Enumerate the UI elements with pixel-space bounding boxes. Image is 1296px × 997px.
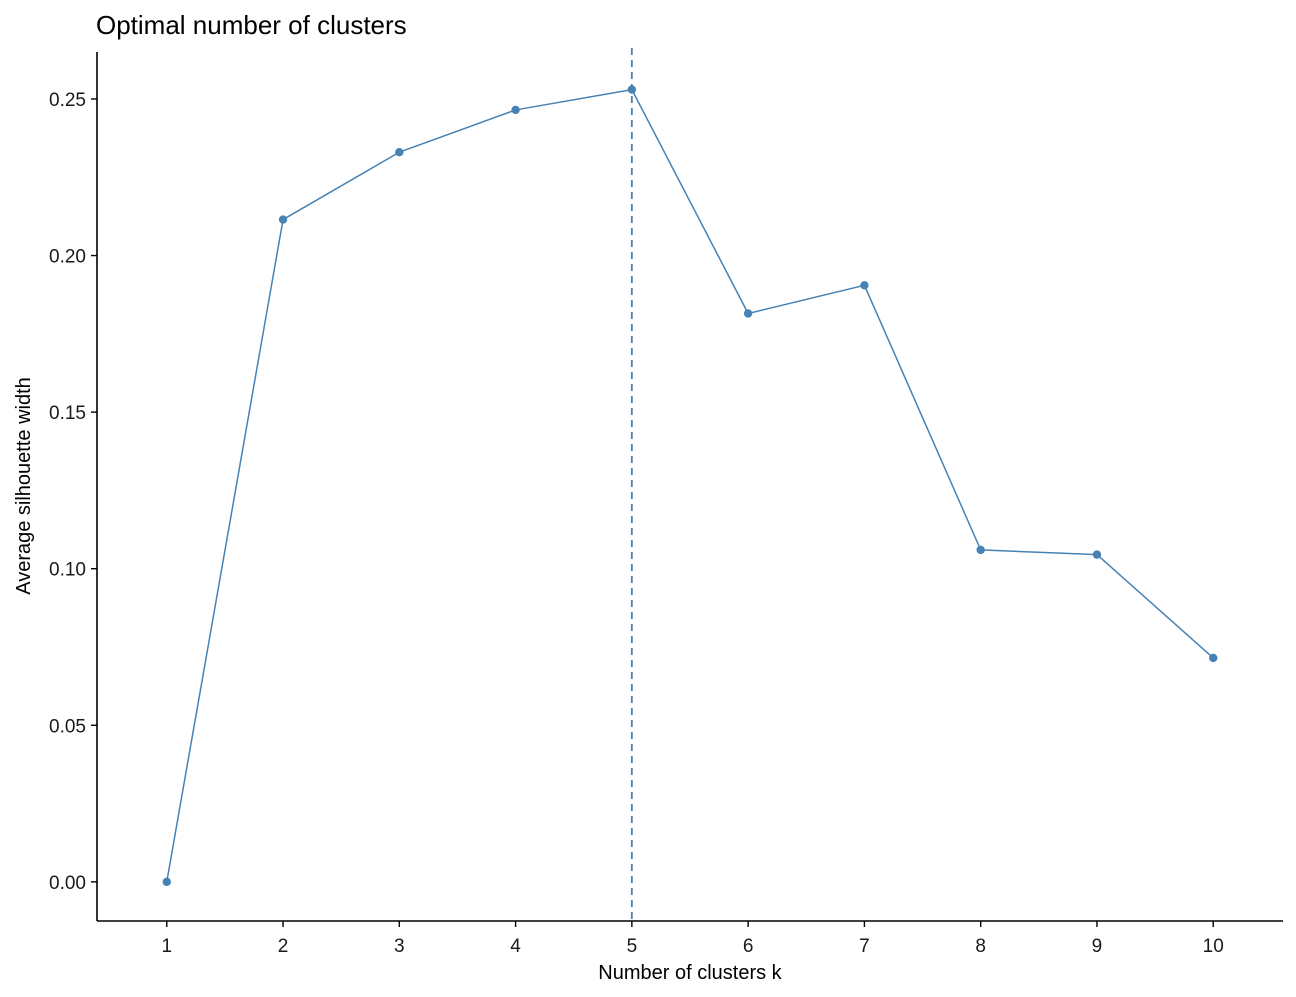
y-tick-label: 0.25 xyxy=(49,90,86,111)
data-point xyxy=(511,105,520,115)
y-tick-label: 0.05 xyxy=(49,716,86,737)
data-point xyxy=(743,309,753,318)
data-point xyxy=(1209,653,1218,663)
x-tick-label: 10 xyxy=(1203,936,1224,957)
y-axis-title: Average silhouette width xyxy=(13,377,35,595)
x-tick-label: 3 xyxy=(394,936,405,957)
data-point xyxy=(395,148,404,157)
x-axis-ticks: 1 2 3 4 5 6 7 8 9 10 xyxy=(161,921,1224,957)
x-tick-label: 9 xyxy=(1092,936,1103,957)
data-points-layer xyxy=(162,85,1218,887)
x-tick-label: 7 xyxy=(859,936,870,957)
x-tick-label: 1 xyxy=(161,936,172,957)
y-tick-label: 0.20 xyxy=(49,247,86,268)
data-point xyxy=(976,545,985,555)
x-tick-label: 2 xyxy=(278,936,289,957)
chart-title: Optimal number of clusters xyxy=(96,10,407,40)
data-point xyxy=(860,281,869,290)
y-tick-label: 0.15 xyxy=(49,403,86,424)
y-tick-label: 0.10 xyxy=(49,560,86,581)
y-tick-label: 0.00 xyxy=(49,873,86,894)
x-tick-label: 6 xyxy=(743,936,754,957)
data-point xyxy=(627,85,637,94)
series-line xyxy=(166,88,1214,882)
axes xyxy=(96,52,1283,922)
series-line-layer xyxy=(166,88,1214,882)
data-point xyxy=(1092,550,1102,559)
y-axis-ticks: 0.00 0.05 0.10 0.15 0.20 0.25 xyxy=(49,90,97,894)
x-tick-label: 4 xyxy=(510,936,521,957)
data-point xyxy=(278,215,288,224)
data-point xyxy=(162,877,171,887)
x-tick-label: 5 xyxy=(627,936,638,957)
x-tick-label: 8 xyxy=(975,936,986,957)
x-axis-title: Number of clusters k xyxy=(598,962,782,984)
